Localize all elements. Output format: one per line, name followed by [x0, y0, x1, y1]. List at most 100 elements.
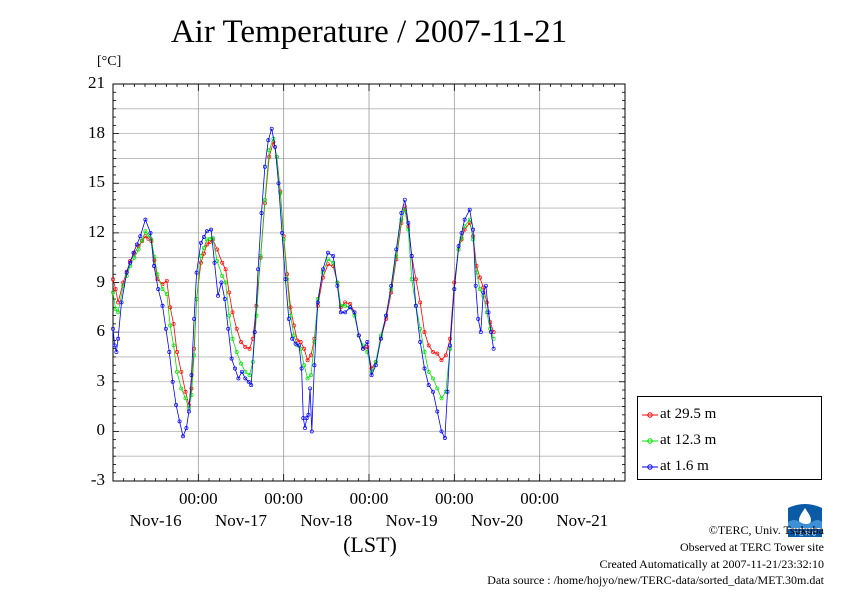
- data-point: [179, 386, 184, 391]
- data-point: [267, 148, 272, 153]
- data-point: [119, 300, 124, 305]
- data-point: [222, 297, 227, 301]
- data-point: [174, 402, 179, 407]
- data-point: [471, 227, 476, 232]
- data-point: [113, 287, 118, 292]
- data-point: [445, 389, 450, 394]
- legend: at 29.5 m at 12.3 m at 1.6 m: [637, 396, 822, 480]
- data-point: [459, 235, 464, 240]
- data-point: [343, 310, 348, 315]
- data-point: [435, 386, 440, 391]
- data-point: [399, 211, 404, 215]
- data-point: [243, 376, 248, 381]
- data-point: [171, 321, 176, 326]
- data-point: [113, 307, 118, 311]
- data-point: [198, 260, 203, 265]
- data-point: [254, 313, 259, 318]
- data-point: [418, 340, 423, 344]
- data-point: [431, 376, 435, 381]
- data-point: [183, 396, 188, 401]
- data-point: [152, 264, 156, 268]
- x-time-label: 00:00: [178, 489, 218, 508]
- y-tick-label: -3: [90, 470, 105, 489]
- data-point: [312, 363, 317, 368]
- data-point: [402, 197, 407, 202]
- data-point: [298, 340, 303, 344]
- x-day-label: Nov-18: [300, 511, 353, 530]
- data-point: [406, 220, 411, 225]
- data-point: [435, 409, 440, 414]
- data-point: [215, 259, 220, 263]
- y-tick-label: 3: [96, 370, 106, 390]
- y-tick-label: 15: [88, 172, 105, 192]
- data-point: [297, 343, 301, 348]
- data-point: [448, 343, 453, 348]
- data-point: [252, 330, 257, 335]
- data-point: [484, 300, 489, 305]
- created-text: Created Automatically at 2007-11-21/23:3…: [599, 557, 824, 571]
- data-point: [204, 229, 209, 234]
- legend-marker-red-icon: [642, 412, 658, 418]
- data-point: [320, 267, 325, 272]
- observed-text: Observed at TERC Tower site: [679, 540, 824, 554]
- data-point: [111, 277, 115, 282]
- legend-item-29-5m: at 29.5 m: [638, 405, 821, 425]
- data-point: [361, 346, 365, 351]
- data-point: [171, 343, 176, 348]
- data-point: [146, 233, 151, 238]
- data-point: [459, 230, 464, 235]
- data-point: [229, 356, 234, 361]
- data-point: [273, 144, 278, 149]
- data-point: [131, 250, 136, 255]
- data-source-text: Data source : /home/hojyo/new/TERC-data/…: [487, 573, 824, 587]
- data-point: [262, 164, 267, 169]
- data-point: [352, 310, 357, 315]
- data-point: [439, 358, 444, 363]
- series-3: [111, 126, 496, 440]
- data-point: [343, 303, 348, 308]
- data-point: [302, 363, 307, 368]
- data-point: [491, 346, 496, 351]
- data-point: [143, 217, 148, 222]
- data-point: [443, 353, 448, 358]
- data-point: [309, 429, 314, 434]
- data-point: [239, 340, 243, 344]
- data-point: [223, 280, 228, 285]
- data-point: [167, 350, 172, 354]
- data-point: [291, 333, 296, 338]
- data-point: [274, 154, 279, 159]
- data-point: [226, 326, 231, 331]
- series-line: [112, 137, 494, 410]
- data-point: [175, 350, 179, 354]
- legend-item-1-6m: at 1.6 m: [638, 457, 821, 477]
- data-point: [406, 227, 411, 232]
- data-point: [230, 310, 235, 315]
- series-line: [112, 141, 494, 405]
- data-point: [234, 326, 239, 331]
- x-time-label: 00:00: [434, 489, 474, 508]
- data-point: [183, 389, 188, 394]
- data-point: [184, 426, 189, 431]
- y-tick-label: 18: [88, 122, 105, 142]
- data-point: [399, 217, 404, 222]
- data-point: [335, 283, 340, 288]
- data-point: [473, 283, 478, 288]
- data-point: [278, 191, 283, 196]
- x-axis-title: (LST): [343, 532, 397, 557]
- data-point: [234, 350, 239, 354]
- data-point: [467, 207, 472, 212]
- data-point: [486, 310, 491, 315]
- data-point: [239, 369, 244, 374]
- data-point: [378, 336, 383, 341]
- data-point: [189, 373, 194, 378]
- series-line: [112, 128, 494, 440]
- data-point: [489, 330, 493, 335]
- data-point: [308, 386, 313, 391]
- data-point: [227, 313, 232, 318]
- data-point: [256, 267, 261, 272]
- data-point: [201, 251, 206, 256]
- data-point: [394, 254, 399, 258]
- data-point: [259, 211, 264, 215]
- data-point: [201, 245, 206, 250]
- x-time-label: 00:00: [349, 489, 389, 508]
